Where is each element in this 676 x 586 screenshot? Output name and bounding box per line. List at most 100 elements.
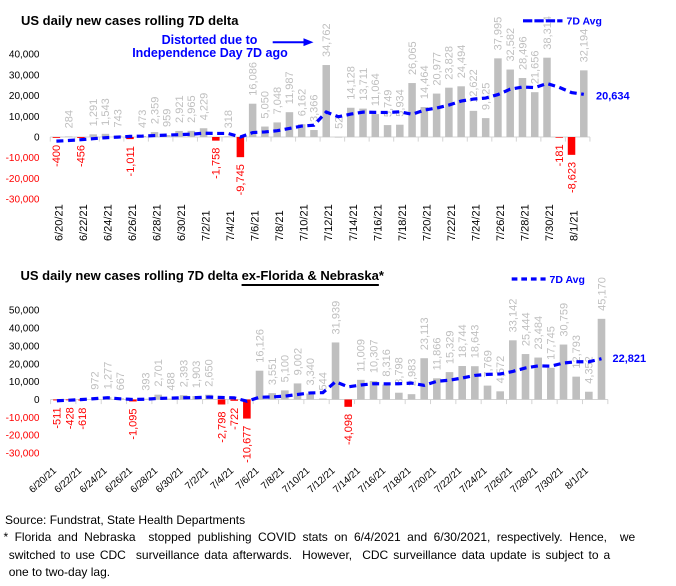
svg-text:-1,011: -1,011 xyxy=(125,146,137,176)
svg-text:17,745: 17,745 xyxy=(546,326,558,360)
svg-text:Independence Day 7D ago: Independence Day 7D ago xyxy=(132,46,288,60)
svg-text:7/22/21: 7/22/21 xyxy=(446,204,458,241)
svg-text:-1,095: -1,095 xyxy=(128,408,140,439)
svg-text:7/14/21: 7/14/21 xyxy=(348,204,360,241)
svg-text:52: 52 xyxy=(333,117,345,129)
svg-text:6/26/21: 6/26/21 xyxy=(103,466,135,496)
svg-text:11,987: 11,987 xyxy=(284,71,296,104)
svg-text:7/18/21: 7/18/21 xyxy=(382,466,414,496)
svg-text:12,622: 12,622 xyxy=(468,69,480,103)
svg-text:7/18/21: 7/18/21 xyxy=(397,204,409,241)
svg-text:28,496: 28,496 xyxy=(517,36,529,70)
svg-text:6/20/21: 6/20/21 xyxy=(27,466,59,496)
svg-text:6/22/21: 6/22/21 xyxy=(53,466,85,496)
svg-text:5,050: 5,050 xyxy=(260,91,272,119)
svg-text:8/1/21: 8/1/21 xyxy=(563,466,591,492)
svg-text:6/24/21: 6/24/21 xyxy=(78,466,110,496)
svg-text:743: 743 xyxy=(113,109,125,127)
svg-text:6/28/21: 6/28/21 xyxy=(152,204,164,241)
svg-text:9,002: 9,002 xyxy=(292,348,304,376)
svg-text:7/4/21: 7/4/21 xyxy=(209,466,237,492)
svg-text:2,650: 2,650 xyxy=(204,359,216,387)
svg-text:5,749: 5,749 xyxy=(382,90,394,118)
svg-text:0: 0 xyxy=(34,133,40,144)
svg-text:7/26/21: 7/26/21 xyxy=(483,466,515,496)
svg-text:16,126: 16,126 xyxy=(254,329,266,363)
svg-text:7/8/21: 7/8/21 xyxy=(274,210,286,241)
svg-text:284: 284 xyxy=(63,110,75,128)
svg-text:7,769: 7,769 xyxy=(482,350,494,378)
svg-text:5,100: 5,100 xyxy=(280,355,292,383)
svg-text:16,086: 16,086 xyxy=(247,62,259,96)
svg-text:23,828: 23,828 xyxy=(444,46,456,80)
svg-text:7/22/21: 7/22/21 xyxy=(433,466,465,496)
svg-text:2,983: 2,983 xyxy=(406,359,418,387)
svg-text:6/26/21: 6/26/21 xyxy=(127,204,139,241)
svg-text:1,277: 1,277 xyxy=(102,362,114,390)
svg-text:3,340: 3,340 xyxy=(305,358,317,386)
svg-text:6/30/21: 6/30/21 xyxy=(176,204,188,241)
svg-text:11,064: 11,064 xyxy=(370,73,382,106)
svg-text:7/30/21: 7/30/21 xyxy=(534,466,566,496)
svg-text:21,656: 21,656 xyxy=(530,51,542,85)
svg-text:Distorted due to: Distorted due to xyxy=(162,33,258,47)
svg-text:6,162: 6,162 xyxy=(297,89,309,117)
svg-text:7/6/21: 7/6/21 xyxy=(250,210,262,241)
svg-text:2,965: 2,965 xyxy=(186,95,198,123)
svg-text:-2,798: -2,798 xyxy=(216,412,228,443)
svg-text:18,744: 18,744 xyxy=(457,324,469,358)
svg-text:972: 972 xyxy=(90,371,102,389)
svg-text:7D Avg: 7D Avg xyxy=(567,16,602,28)
svg-text:7/16/21: 7/16/21 xyxy=(357,466,389,496)
svg-text:-618: -618 xyxy=(77,408,89,430)
svg-text:24,494: 24,494 xyxy=(456,45,468,79)
svg-text:-10,000: -10,000 xyxy=(6,413,40,424)
svg-text:7/10/21: 7/10/21 xyxy=(299,204,311,241)
svg-text:2,921: 2,921 xyxy=(174,95,186,123)
svg-text:50,000: 50,000 xyxy=(9,306,40,317)
svg-text:7/2/21: 7/2/21 xyxy=(183,466,211,492)
svg-text:7/28/21: 7/28/21 xyxy=(509,466,541,496)
svg-text:7/30/21: 7/30/21 xyxy=(544,204,556,241)
svg-text:-181: -181 xyxy=(554,144,566,166)
svg-text:3,551: 3,551 xyxy=(267,358,279,386)
svg-text:-1,758: -1,758 xyxy=(211,148,223,179)
svg-text:7/20/21: 7/20/21 xyxy=(407,466,439,496)
svg-text:30,759: 30,759 xyxy=(558,303,570,337)
svg-text:2,359: 2,359 xyxy=(149,97,161,125)
svg-text:22,821: 22,821 xyxy=(613,353,647,365)
svg-text:8/1/21: 8/1/21 xyxy=(569,210,581,241)
svg-text:2,393: 2,393 xyxy=(178,360,190,388)
svg-text:393: 393 xyxy=(140,372,152,390)
svg-text:12,793: 12,793 xyxy=(571,335,583,369)
svg-text:20,634: 20,634 xyxy=(596,91,631,103)
svg-text:7/24/21: 7/24/21 xyxy=(470,204,482,241)
svg-text:7/12/21: 7/12/21 xyxy=(306,466,338,496)
svg-text:-30,000: -30,000 xyxy=(6,195,40,206)
svg-text:4,229: 4,229 xyxy=(198,93,210,121)
svg-text:667: 667 xyxy=(115,372,127,390)
svg-text:7/26/21: 7/26/21 xyxy=(495,204,507,241)
svg-text:7/16/21: 7/16/21 xyxy=(372,204,384,241)
svg-text:10,307: 10,307 xyxy=(368,339,380,373)
svg-text:3,798: 3,798 xyxy=(394,357,406,385)
svg-text:45,170: 45,170 xyxy=(596,277,608,311)
svg-text:8,316: 8,316 xyxy=(381,349,393,377)
svg-text:4,572: 4,572 xyxy=(495,356,507,384)
svg-text:1,543: 1,543 xyxy=(100,98,112,126)
svg-text:30,000: 30,000 xyxy=(9,341,40,352)
svg-text:7/10/21: 7/10/21 xyxy=(281,466,313,496)
svg-text:1,291: 1,291 xyxy=(88,99,100,127)
svg-text:33,142: 33,142 xyxy=(508,299,520,333)
svg-text:-400: -400 xyxy=(51,145,63,167)
svg-text:7/12/21: 7/12/21 xyxy=(323,204,335,241)
svg-text:18,643: 18,643 xyxy=(470,325,482,359)
svg-text:2,701: 2,701 xyxy=(153,359,165,387)
svg-text:5,934: 5,934 xyxy=(395,89,407,117)
svg-text:11,009: 11,009 xyxy=(356,339,368,372)
svg-text:-428: -428 xyxy=(64,407,76,429)
svg-text:6/22/21: 6/22/21 xyxy=(78,204,90,241)
svg-text:38,314: 38,314 xyxy=(542,16,554,50)
svg-text:-10,000: -10,000 xyxy=(6,153,40,164)
svg-text:-8,623: -8,623 xyxy=(566,162,578,193)
